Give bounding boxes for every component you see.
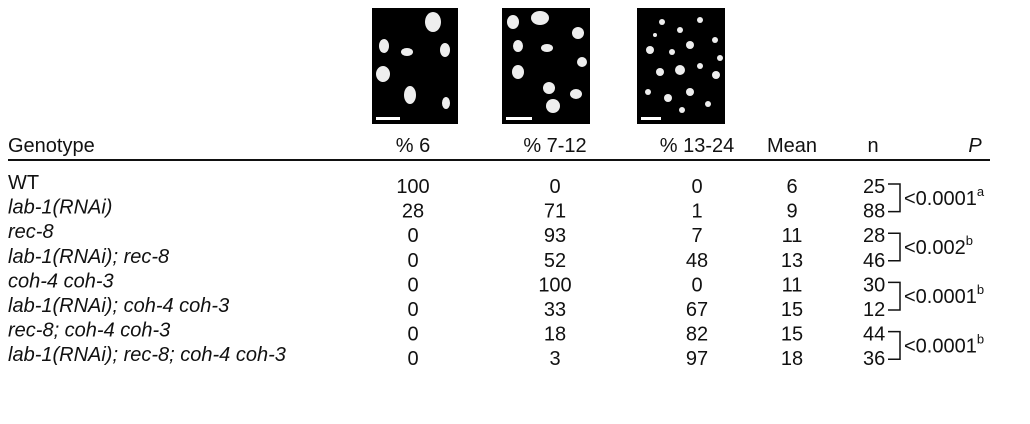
cell: 11 — [782, 274, 803, 296]
cell: 6 — [786, 176, 797, 198]
p-value-note: b — [977, 282, 984, 297]
genotype: lab-1(RNAi) — [8, 197, 112, 219]
column-header: % 7-12 — [523, 135, 586, 157]
p-value-text: <0.0001 — [904, 286, 977, 308]
column-header: n — [867, 135, 878, 157]
cell: 11 — [782, 225, 803, 247]
cell: 18 — [781, 348, 803, 370]
column-header: Mean — [767, 135, 817, 157]
genotype: rec-8 — [8, 221, 54, 243]
bracket — [888, 332, 900, 360]
cell: 15 — [781, 299, 803, 321]
p-value: <0.0001a — [904, 184, 985, 210]
bracket — [888, 233, 900, 261]
cell: 0 — [549, 176, 560, 198]
column-header: % 6 — [396, 135, 430, 157]
cell: 88 — [863, 201, 885, 223]
bracket — [888, 282, 900, 310]
genotype: coh-4 coh-3 — [8, 270, 114, 292]
micrograph — [372, 8, 458, 124]
cell: 100 — [538, 274, 571, 296]
cell: 0 — [407, 324, 418, 346]
cell: 15 — [781, 324, 803, 346]
cell: 18 — [544, 324, 566, 346]
cell: 100 — [396, 176, 429, 198]
cell: 67 — [686, 299, 708, 321]
p-value-note: a — [977, 184, 985, 199]
micrograph — [637, 8, 725, 124]
p-value-note: b — [977, 331, 984, 346]
p-value-text: <0.0001 — [904, 188, 977, 210]
cell: 71 — [544, 201, 566, 223]
p-value-note: b — [966, 233, 973, 248]
column-header: Genotype — [8, 135, 95, 157]
genotype: rec-8; coh-4 coh-3 — [8, 320, 170, 342]
p-value-text: <0.0001 — [904, 335, 977, 357]
cell: 25 — [863, 176, 885, 198]
p-value: <0.002b — [904, 233, 973, 259]
genotype: lab-1(RNAi); rec-8; coh-4 coh-3 — [8, 344, 286, 366]
micrograph — [502, 8, 590, 124]
cell: 48 — [686, 250, 708, 272]
genotype: lab-1(RNAi); coh-4 coh-3 — [8, 295, 229, 317]
cell: 97 — [686, 348, 708, 370]
cell: 52 — [544, 250, 566, 272]
cell: 13 — [781, 250, 803, 272]
cell: 36 — [863, 348, 885, 370]
cell: 93 — [544, 225, 566, 247]
cell: 0 — [691, 176, 702, 198]
cell: 28 — [402, 201, 424, 223]
p-value-text: <0.002 — [904, 237, 966, 259]
bracket — [888, 184, 900, 212]
cell: 3 — [549, 348, 560, 370]
table-figure: Genotype% 6% 7-12% 13-24MeannPWT10000625… — [0, 0, 1030, 424]
cell: 0 — [407, 348, 418, 370]
cell: 46 — [863, 250, 885, 272]
cell: 28 — [863, 225, 885, 247]
p-value: <0.0001b — [904, 331, 984, 357]
cell: 30 — [863, 274, 885, 296]
cell: 9 — [786, 201, 797, 223]
p-value: <0.0001b — [904, 282, 984, 308]
cell: 0 — [407, 225, 418, 247]
cell: 33 — [544, 299, 566, 321]
column-header: % 13-24 — [660, 135, 735, 157]
column-header: P — [968, 135, 982, 157]
cell: 44 — [863, 324, 885, 346]
cell: 1 — [691, 201, 702, 223]
cell: 12 — [863, 299, 885, 321]
cell: 0 — [407, 274, 418, 296]
genotype: lab-1(RNAi); rec-8 — [8, 246, 169, 268]
genotype: WT — [8, 172, 39, 194]
cell: 0 — [407, 299, 418, 321]
cell: 7 — [691, 225, 702, 247]
cell: 82 — [686, 324, 708, 346]
cell: 0 — [407, 250, 418, 272]
cell: 0 — [691, 274, 702, 296]
